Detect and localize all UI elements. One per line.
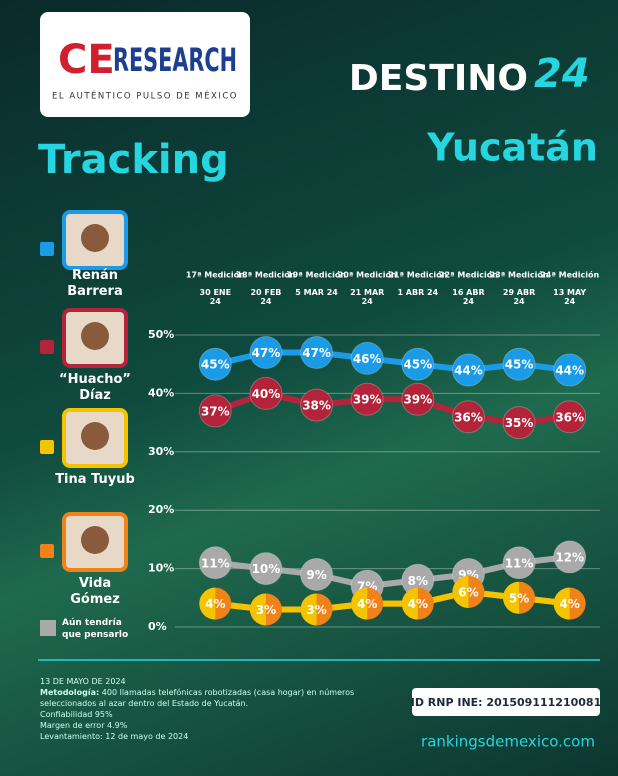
x-tick-date: 5 MAR 24 xyxy=(295,288,339,297)
value-label: 45% xyxy=(201,358,230,372)
party-icon xyxy=(40,440,54,454)
value-label: 4% xyxy=(408,597,428,611)
party-icon xyxy=(40,544,54,558)
footer-notes: 13 DE MAYO DE 2024 Metodología: 400 llam… xyxy=(40,676,360,742)
candidate-head xyxy=(81,224,109,252)
value-label: 44% xyxy=(454,364,483,378)
destino-number: 24 xyxy=(534,51,590,97)
value-label: 47% xyxy=(302,346,331,360)
x-tick-label: 24ª Medición xyxy=(540,270,599,280)
x-tick-date: 30 ENE 24 xyxy=(193,288,237,306)
value-label: 9% xyxy=(306,568,326,582)
candidate-head xyxy=(81,526,109,554)
logo-ce: CE xyxy=(58,37,115,83)
y-tick-label: 50% xyxy=(148,328,174,341)
value-label: 40% xyxy=(252,387,281,401)
region: Yucatán xyxy=(426,126,598,170)
legend-name: “Huacho” Díaz xyxy=(55,372,135,404)
logo-research: RESEARCH xyxy=(113,41,237,79)
legend-name: Aún tendría que pensarlo xyxy=(62,617,142,641)
chart-title: Tracking xyxy=(38,137,229,183)
value-label: 5% xyxy=(509,591,529,605)
y-tick-label: 30% xyxy=(148,445,174,458)
value-label: 12% xyxy=(555,550,584,564)
margin: Margen de error 4.9% xyxy=(40,720,360,731)
x-tick-date: 13 MAY 24 xyxy=(548,288,592,306)
x-tick-date: 20 FEB 24 xyxy=(244,288,288,306)
value-label: 36% xyxy=(555,410,584,424)
value-label: 46% xyxy=(353,352,382,366)
value-label: 11% xyxy=(505,556,534,570)
y-tick-label: 40% xyxy=(148,386,174,399)
value-label: 3% xyxy=(256,603,276,617)
value-label: 47% xyxy=(252,346,281,360)
party-icon xyxy=(40,340,54,354)
x-tick-date: 29 ABR 24 xyxy=(497,288,541,306)
candidate-head xyxy=(81,422,109,450)
value-label: 39% xyxy=(403,393,432,407)
party-icon xyxy=(40,242,54,256)
value-label: 6% xyxy=(458,585,478,599)
confidence: Confiabilidad 95% xyxy=(40,709,360,720)
y-tick-label: 0% xyxy=(148,620,167,633)
methodology: Metodología: 400 llamadas telefónicas ro… xyxy=(40,687,360,709)
value-label: 36% xyxy=(454,410,483,424)
value-label: 39% xyxy=(353,393,382,407)
destino: DESTINO xyxy=(349,58,528,99)
fieldwork: Levantamiento: 12 de mayo de 2024 xyxy=(40,731,360,742)
tagline: EL AUTÉNTICO PULSO DE MÉXICO xyxy=(52,90,238,102)
value-label: 45% xyxy=(505,358,534,372)
candidate-head xyxy=(81,322,109,350)
value-label: 4% xyxy=(205,597,225,611)
value-label: 8% xyxy=(408,574,428,588)
y-tick-label: 20% xyxy=(148,503,174,516)
legend-name: Tina Tuyub xyxy=(55,472,135,488)
value-label: 4% xyxy=(357,597,377,611)
legend-swatch xyxy=(40,620,56,636)
value-label: 37% xyxy=(201,404,230,418)
x-tick-date: 16 ABR 24 xyxy=(446,288,490,306)
value-label: 45% xyxy=(403,358,432,372)
value-label: 10% xyxy=(252,562,281,576)
x-tick-date: 1 ABR 24 xyxy=(396,288,440,297)
value-label: 11% xyxy=(201,556,230,570)
value-label: 3% xyxy=(306,603,326,617)
value-label: 35% xyxy=(505,416,534,430)
y-tick-label: 10% xyxy=(148,562,174,575)
value-label: 44% xyxy=(555,364,584,378)
legend-name: Renán Barrera xyxy=(55,268,135,300)
rnp-id: ID RNP INE: 201509111210081 xyxy=(411,696,601,709)
value-label: 4% xyxy=(560,597,580,611)
x-tick-date: 21 MAR 24 xyxy=(345,288,389,306)
value-label: 38% xyxy=(302,399,331,413)
legend-name: Vida Gómez xyxy=(55,576,135,608)
footer-date: 13 DE MAYO DE 2024 xyxy=(40,676,360,687)
page: CE RESEARCH EL AUTÉNTICO PULSO DE MÉXICO… xyxy=(0,0,618,776)
method-label: Metodología: xyxy=(40,688,99,697)
site: rankingsdemexico.com xyxy=(421,733,595,751)
